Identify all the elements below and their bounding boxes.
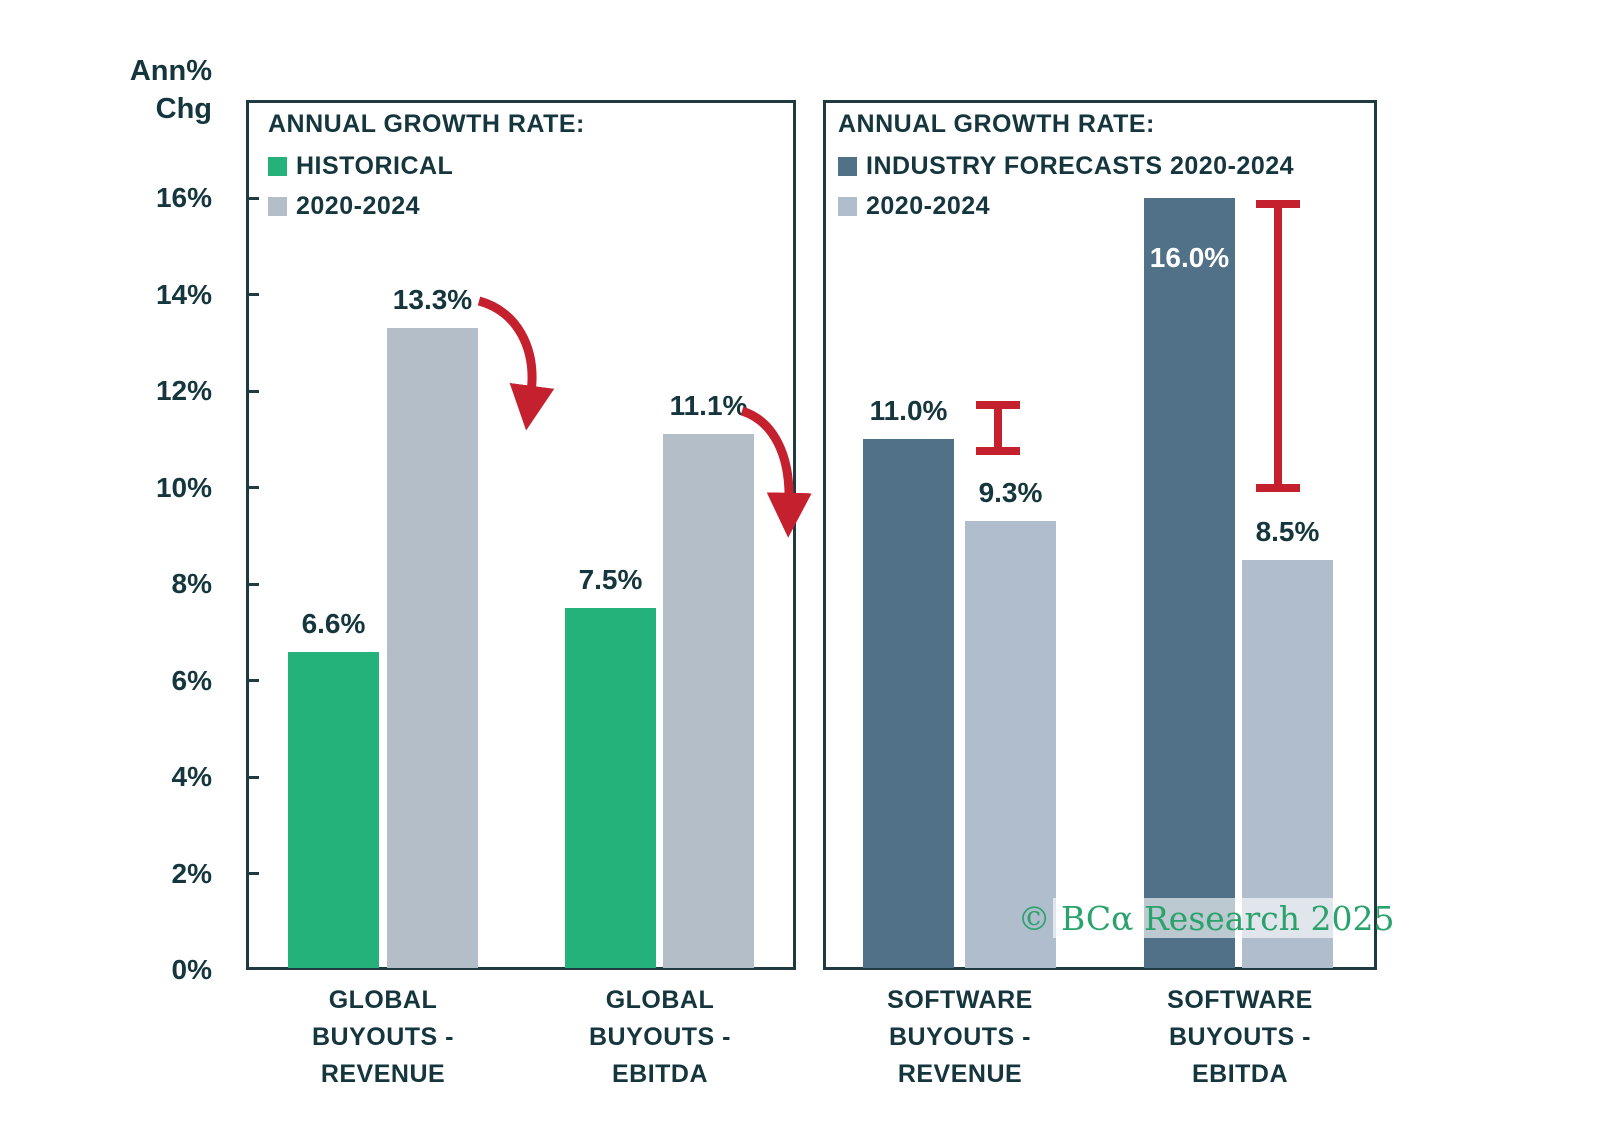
y-tick-mark — [249, 582, 259, 586]
legend-swatch — [838, 196, 857, 216]
legend-label: HISTORICAL — [296, 151, 454, 180]
y-tick-label: 8% — [171, 568, 212, 599]
y-tick-mark — [249, 293, 259, 296]
y-tick-label: 2% — [171, 857, 212, 889]
y-tick-mark — [249, 872, 259, 875]
bar — [288, 651, 379, 968]
x-category-label-line: GLOBAL — [328, 986, 438, 1014]
y-tick-label: 12% — [155, 375, 212, 406]
x-category-label: GLOBAL BUYOUTS - EBITDA — [510, 982, 810, 1093]
panel-frame — [823, 100, 1377, 970]
bar — [663, 434, 754, 968]
y-tick-label: 16% — [155, 182, 212, 213]
bar-value-label: 16.0% — [1149, 242, 1230, 273]
legend-label: 2020-2024 — [866, 191, 991, 220]
bar — [387, 328, 478, 968]
y-tick-mark — [249, 775, 259, 779]
legend-item: HISTORICAL — [268, 151, 454, 180]
y-axis-title: Ann% Chg — [100, 52, 212, 128]
bar — [965, 521, 1056, 968]
bar-value-label: 7.5% — [578, 564, 643, 596]
y-axis-title-line2: Chg — [155, 93, 212, 125]
y-tick-mark — [249, 389, 259, 393]
x-category-label: SOFTWARE BUYOUTS - REVENUE — [810, 982, 1110, 1093]
y-tick-label: 4% — [171, 761, 212, 792]
y-axis-title-line1: Ann% — [129, 55, 212, 87]
x-category-label-line: REVENUE — [320, 1060, 446, 1088]
legend-swatch — [838, 156, 857, 176]
y-tick-label: 14% — [155, 278, 212, 310]
watermark: © BCα Research 2025 — [1018, 898, 1394, 938]
legend-label: 2020-2024 — [296, 191, 421, 220]
legend-title: ANNUAL GROWTH RATE: — [838, 110, 1155, 138]
legend-item: 2020-2024 — [838, 191, 991, 220]
bar-value-label: 11.1% — [669, 390, 748, 422]
legend-item: INDUSTRY FORECASTS 2020-2024 — [838, 151, 1295, 180]
x-category-label-line: BUYOUTS - — [589, 1023, 731, 1051]
x-category-label-line: SOFTWARE — [887, 986, 1033, 1014]
x-category-label-line: BUYOUTS - — [889, 1023, 1031, 1051]
bar-value-label: 6.6% — [301, 607, 366, 639]
x-category-label-line: EBITDA — [611, 1060, 709, 1088]
bar — [565, 608, 656, 968]
y-tick-label: 6% — [171, 664, 212, 696]
y-tick-label: 10% — [155, 471, 212, 503]
y-tick-mark — [249, 679, 259, 682]
x-category-label: GLOBAL BUYOUTS - REVENUE — [233, 982, 533, 1093]
x-category-label-line: GLOBAL — [605, 986, 715, 1014]
legend-swatch — [268, 156, 287, 176]
x-category-label-line: EBITDA — [1191, 1060, 1289, 1088]
bar-value-label: 8.5% — [1255, 515, 1320, 547]
legend-item: 2020-2024 — [268, 191, 421, 220]
x-category-label-line: BUYOUTS - — [312, 1023, 454, 1051]
x-category-label-line: REVENUE — [897, 1060, 1023, 1088]
bar — [1144, 198, 1235, 968]
x-category-label-line: SOFTWARE — [1167, 986, 1313, 1014]
watermark-text: © BCα Research 2025 — [1017, 898, 1395, 938]
y-tick-mark — [249, 486, 259, 489]
x-category-label-line: BUYOUTS - — [1169, 1023, 1311, 1051]
y-tick-label: 0% — [171, 954, 212, 985]
legend-title: ANNUAL GROWTH RATE: — [268, 110, 585, 138]
bar-value-label: 13.3% — [392, 284, 473, 316]
bar-value-label: 9.3% — [978, 477, 1043, 509]
bar-value-label: 11.0% — [869, 395, 948, 427]
legend-label: INDUSTRY FORECASTS 2020-2024 — [866, 151, 1295, 180]
y-tick-mark — [249, 196, 259, 200]
bar — [863, 439, 954, 968]
x-category-label: SOFTWARE BUYOUTS - EBITDA — [1090, 982, 1390, 1093]
legend-swatch — [268, 196, 287, 216]
